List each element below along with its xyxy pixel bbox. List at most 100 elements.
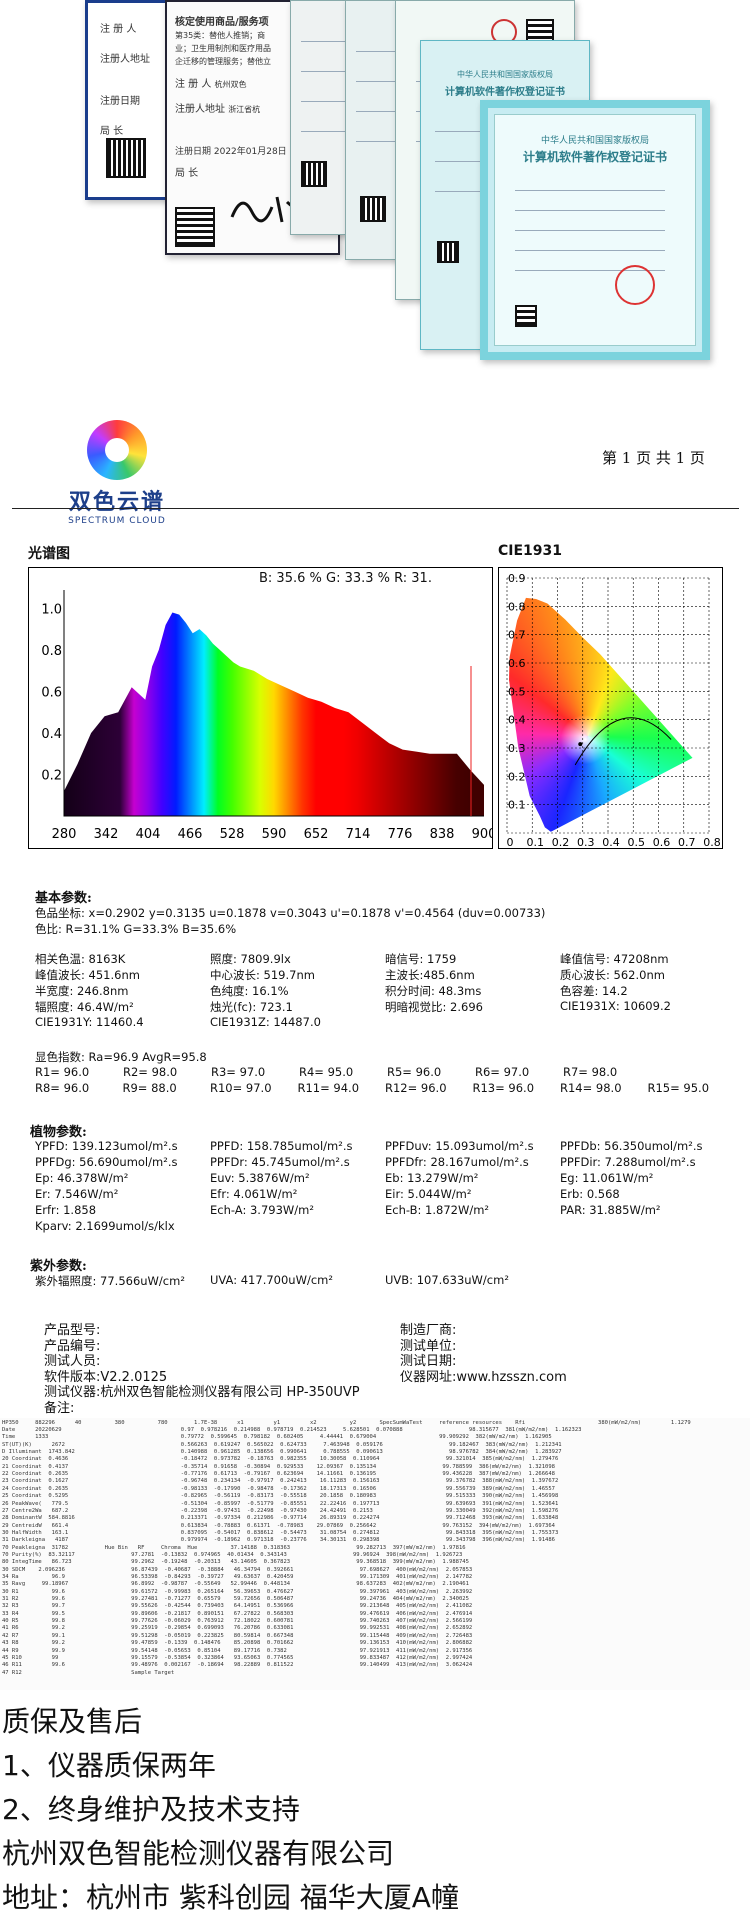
datalog-header: HP350 882296 40 380 780 1.7E-38 x1 y1 x2… bbox=[2, 1420, 691, 1426]
param-cell: Kparv: 2.1699umol/s/klx bbox=[35, 1219, 175, 1233]
x-tick-label: 0.3 bbox=[577, 836, 595, 848]
datalog-row: 30 SDCM 2.096236 96.87439 -0.40687 -0.38… bbox=[2, 1566, 473, 1573]
param-cell: 暗信号: 1759 bbox=[385, 952, 457, 966]
datalog-row: 32 R3 99.7 99.55626 -0.42544 0.739403 64… bbox=[2, 1603, 473, 1610]
y-tick-label: 0.6 bbox=[508, 657, 526, 670]
param-cell: 明暗视觉比: 2.696 bbox=[385, 1000, 483, 1014]
y-tick-label: 0.8 bbox=[508, 600, 526, 613]
info-line: 测试单位: bbox=[400, 1338, 457, 1354]
info-right: 制造厂商: 测试单位: 测试日期: 仪器网址:www.hzsszn.com bbox=[400, 1323, 567, 1385]
footer-title: 质保及售后 bbox=[2, 1705, 143, 1738]
cert-heading: 核定使用商品/服务项 bbox=[175, 17, 269, 28]
param-cell: 质心波长: 562.0nm bbox=[560, 968, 665, 982]
info-line: 测试仪器:杭州双色智能检测仪器有限公司 HP-350UVP bbox=[44, 1385, 360, 1400]
datalog-row: Date 20220629 0.97 0.978216 0.214988 0.9… bbox=[2, 1427, 582, 1433]
qr-code-icon bbox=[301, 161, 327, 187]
datalog-row: 31 R2 99.6 99.27481 -0.71277 0.65579 59.… bbox=[2, 1596, 469, 1603]
x-tick-label: 342 bbox=[94, 827, 119, 842]
y-tick-label: 0.4 bbox=[41, 727, 62, 742]
uv-irradiance: 紫外辐照度: 77.566uW/cm² bbox=[35, 1274, 185, 1288]
info-line: 测试日期: bbox=[400, 1354, 457, 1369]
basic-line-1: 色品坐标: x=0.2902 y=0.3135 u=0.1878 v=0.304… bbox=[35, 906, 546, 920]
datalog-row: 47 R12 Sample Target bbox=[2, 1669, 175, 1676]
y-tick-label: 0.4 bbox=[508, 714, 526, 727]
param-cell bbox=[385, 1219, 560, 1235]
param-cell bbox=[385, 1015, 560, 1031]
cert-line: 注册日期 2022年01月28日 bbox=[175, 147, 287, 157]
param-row: 峰值波长: 451.6nm 中心波长: 519.7nm 主波长:485.6nm 质心波… bbox=[35, 967, 735, 983]
chromaticity-point bbox=[578, 742, 583, 747]
param-cell: R1= 96.0 bbox=[35, 1065, 90, 1079]
cie1931-plot: 0 0.1 0.2 0.3 0.4 0.5 0.6 0.7 0.8 0.1 0.2 0.3 0.4 0.5… bbox=[507, 572, 721, 849]
param-cell: R9= 88.0 bbox=[122, 1081, 177, 1095]
datalog-row: 70 Purity(%) 83.32117 97.2781 -0.13832 0… bbox=[2, 1551, 463, 1558]
datalog-row: 27 Centre2Wa 687.2 -0.22398 -0.97431 -0.… bbox=[2, 1507, 559, 1514]
datalog-row: 43 R8 99.2 99.47859 -0.1339 0.148476 85.… bbox=[2, 1640, 473, 1647]
brand-name: 双色云谱 bbox=[68, 490, 165, 515]
datalog-row: 80 IntegTime 86.723 99.2962 -0.19248 -0.… bbox=[2, 1559, 469, 1566]
param-cell: Erfr: 1.858 bbox=[35, 1203, 97, 1217]
y-tick-label: 0.8 bbox=[41, 644, 62, 659]
company-name: 杭州双色智能检测仪器有限公司 bbox=[2, 1837, 395, 1870]
param-cell: 峰值波长: 451.6nm bbox=[35, 968, 140, 982]
param-cell: 烛光(fc): 723.1 bbox=[210, 1000, 293, 1014]
cert-line: 企迁移的管理服务；替他立 bbox=[175, 57, 271, 66]
datalog-row: 30 HalfWidth 163.1 0.837095 -0.54017 0.8… bbox=[2, 1529, 559, 1536]
ri-grid: R1= 96.0 R2= 98.0 R3= 97.0 R4= 95.0 R5= 96.0… bbox=[35, 1065, 735, 1097]
spectrum-title: 光谱图 bbox=[28, 546, 70, 562]
y-tick-label: 0.7 bbox=[508, 629, 526, 642]
cert-line: 局 长 bbox=[175, 168, 199, 179]
param-cell: R11= 94.0 bbox=[297, 1081, 360, 1095]
param-cell: YPFD: 139.123umol/m².s bbox=[35, 1139, 178, 1153]
x-tick-label: 0 bbox=[507, 836, 514, 848]
param-cell: PPFDfr: 28.167umol/m².s bbox=[385, 1155, 529, 1169]
y-tick-label: 0.5 bbox=[508, 685, 526, 698]
param-cell: 辐照度: 46.4W/m² bbox=[35, 1000, 134, 1014]
param-cell: R13= 96.0 bbox=[472, 1081, 535, 1095]
datalog-row: 20 Coordinat 0.4636 -0.18472 0.973782 -0… bbox=[2, 1456, 559, 1463]
x-tick-label: 280 bbox=[52, 827, 77, 842]
datalog-row: 35 Ravg 99.18967 96.8992 -0.98787 -0.556… bbox=[2, 1581, 469, 1588]
y-tick-label: 0.2 bbox=[41, 768, 62, 783]
uv-params-heading: 紫外参数: bbox=[30, 1259, 87, 1274]
qr-code-icon bbox=[360, 196, 386, 222]
param-cell bbox=[560, 1219, 735, 1235]
y-tick-label: 0.3 bbox=[508, 742, 526, 755]
uvb-value: UVB: 107.633uW/cm² bbox=[385, 1273, 509, 1287]
param-cell bbox=[560, 1015, 735, 1031]
param-cell: R7= 98.0 bbox=[563, 1065, 618, 1079]
info-line: 产品型号: bbox=[44, 1323, 101, 1338]
cert-line: 注 册 人 bbox=[100, 24, 137, 35]
param-cell: R14= 98.0 bbox=[560, 1081, 622, 1095]
info-line: 软件版本:V2.2.0125 bbox=[44, 1369, 168, 1385]
info-left: 产品型号: 产品编号: 测试人员: 软件版本:V2.2.0125 测试仪器:杭州… bbox=[44, 1323, 360, 1416]
param-cell: CIE1931X: 10609.2 bbox=[560, 999, 671, 1013]
x-tick-label: 652 bbox=[304, 827, 329, 842]
x-tick-label: 0.2 bbox=[552, 836, 570, 848]
param-cell: R3= 97.0 bbox=[211, 1065, 266, 1079]
param-cell bbox=[210, 1219, 385, 1235]
datalog-row: 23 Coordinat 0.1627 -0.96748 0.234134 -0… bbox=[2, 1478, 559, 1485]
x-tick-label: 466 bbox=[178, 827, 203, 842]
param-grid: 相关色温: 8163K 照度: 7809.9lx 暗信号: 1759 峰值信号: 47… bbox=[35, 951, 735, 1031]
color-rendering-line: 显色指数: Ra=96.9 AvgR=95.8 bbox=[35, 1050, 207, 1064]
y-tick-label: 0.6 bbox=[41, 685, 62, 700]
datalog-row: 45 R10 99 99.15579 -0.53854 0.323864 93.… bbox=[2, 1654, 473, 1661]
param-row: CIE1931Y: 11460.4 CIE1931Z: 14487.0 bbox=[35, 1015, 735, 1031]
page-indicator: 第 1 页 共 1 页 bbox=[602, 449, 705, 467]
spectrum-chart: B: 35.6 % G: 33.3 % R: 31. 280 342 404 466 5… bbox=[28, 567, 496, 849]
info-line: 制造厂商: bbox=[400, 1323, 457, 1338]
qr-code-icon bbox=[175, 207, 215, 247]
brand-name-en: SPECTRUM CLOUD bbox=[68, 516, 166, 526]
planckian-locus bbox=[574, 717, 672, 766]
raw-data-log: HP350 882296 40 380 780 1.7E-38 x1 y1 x2… bbox=[0, 1418, 750, 1690]
y-tick-label: 1.0 bbox=[41, 602, 62, 617]
param-row: 半宽度: 246.8nm 色纯度: 16.1% 积分时间: 48.3ms 色容差: 1… bbox=[35, 983, 735, 999]
param-cell: 中心波长: 519.7nm bbox=[210, 968, 315, 982]
param-cell: PPFDuv: 15.093umol/m².s bbox=[385, 1139, 534, 1153]
cert-value: 杭州双色 bbox=[214, 80, 247, 89]
y-tick-label: 0.9 bbox=[508, 572, 526, 585]
cert-line: 第35类：替他人推销；商 bbox=[175, 31, 266, 40]
x-tick-label: 0.1 bbox=[527, 836, 545, 848]
test-report: 双色云谱 SPECTRUM CLOUD 第 1 页 共 1 页 光谱图 CIE1… bbox=[0, 405, 750, 1416]
